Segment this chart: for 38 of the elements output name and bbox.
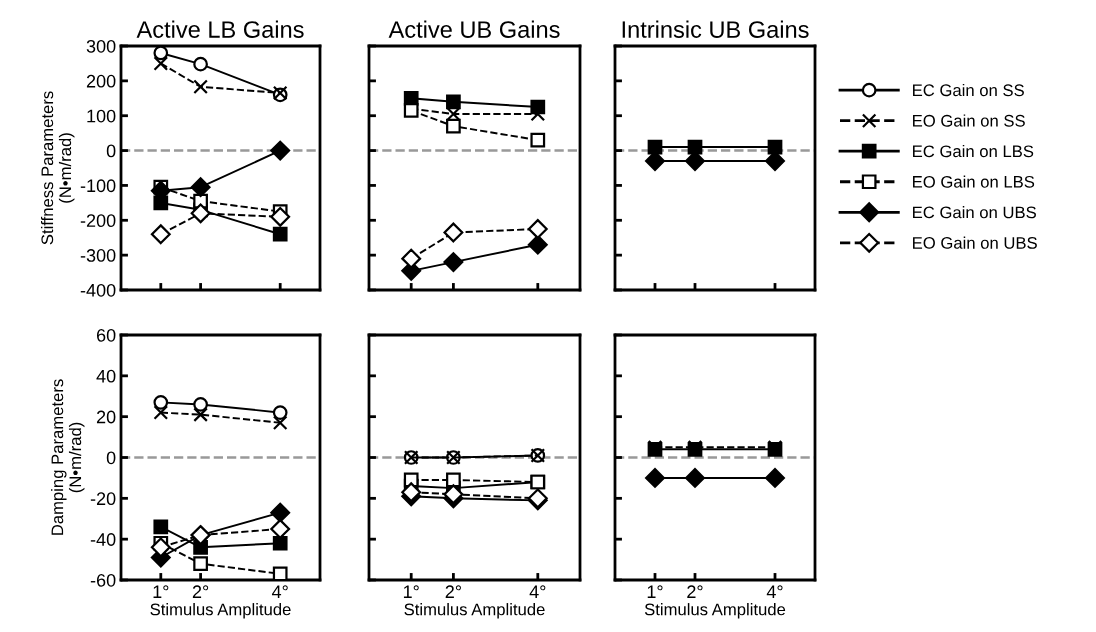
y-tick-label: 0 (106, 144, 116, 158)
legend-label: EO Gain on SS (913, 114, 1025, 127)
y-tick-label: -60 (90, 573, 116, 587)
y-tick-label: -100 (80, 179, 116, 193)
x-tick-label: 4° (529, 585, 546, 598)
chart-title: Active UB Gains (388, 20, 560, 38)
y-tick-label: -40 (90, 533, 116, 546)
y-axis-title: Damping Parameters (N•m/rad) (51, 379, 85, 535)
chart-title: Active LB Gains (136, 20, 304, 38)
y-tick-label: -400 (80, 283, 116, 297)
y-tick-label: -20 (90, 492, 116, 506)
y-tick-label: 60 (96, 328, 116, 342)
y-tick-label: 300 (86, 39, 116, 53)
chart-title: Intrinsic UB Gains (622, 20, 809, 38)
x-tick-label: 1° (647, 585, 663, 598)
legend-label: EO Gain on UBS (913, 236, 1037, 249)
y-tick-label: 40 (96, 369, 116, 383)
legend-label: EC Gain on SS (913, 83, 1024, 97)
y-tick-label: -300 (80, 249, 116, 262)
x-tick-label: 2° (192, 585, 209, 598)
x-tick-label: 1° (403, 585, 419, 598)
x-tick-label: 4° (766, 585, 783, 598)
x-tick-label: 2° (445, 585, 461, 598)
x-tick-label: 2° (687, 585, 703, 598)
legend-label: EC Gain on UBS (913, 206, 1036, 219)
y-tick-label: 20 (96, 410, 116, 424)
y-tick-label: 0 (106, 451, 116, 465)
x-axis-title: Stimulus Amplitude (150, 603, 291, 619)
y-tick-label: -200 (80, 214, 116, 228)
legend-label: EC Gain on LBS (913, 144, 1034, 158)
x-axis-title: Stimulus Amplitude (404, 603, 545, 619)
y-tick-label: 200 (86, 74, 116, 88)
x-tick-label: 4° (271, 585, 288, 598)
y-tick-label: 100 (87, 109, 116, 123)
x-axis-title: Stimulus Amplitude (644, 603, 786, 619)
legend-label: EO Gain on LBS (913, 175, 1035, 188)
x-tick-label: 1° (153, 585, 169, 598)
y-axis-title: Stiffness Parameters (N•m/rad) (40, 91, 75, 245)
